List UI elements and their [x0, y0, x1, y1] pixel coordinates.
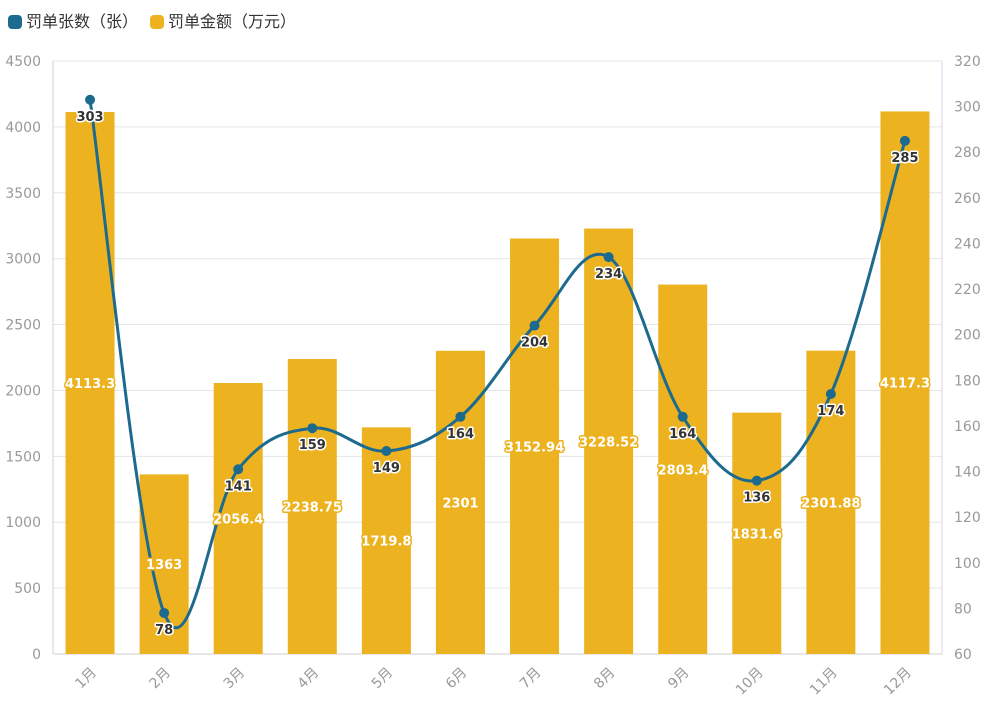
y-left-tick-label: 500	[14, 581, 41, 597]
line-value-label: 164	[669, 427, 696, 442]
line-point	[899, 135, 910, 146]
y-right-tick-label: 300	[954, 100, 981, 116]
bar-value-label: 2238.75	[283, 500, 342, 515]
line-value-label: 174	[817, 404, 844, 419]
y-right-tick-label: 260	[954, 191, 981, 207]
y-right-tick-label: 320	[954, 54, 981, 70]
line-point	[529, 320, 540, 331]
legend-item-amount[interactable]: 罚单金额（万元）	[150, 10, 296, 34]
x-tick-label: 3月	[221, 665, 249, 693]
bar-value-label: 2301	[442, 496, 478, 511]
bar-value-label: 3228.52	[579, 435, 638, 450]
bar-amount	[658, 284, 708, 654]
bar-amount	[732, 412, 782, 654]
y-right-tick-label: 280	[954, 145, 981, 161]
bar-amount	[806, 350, 856, 654]
line-point	[159, 607, 170, 618]
x-tick-label: 5月	[369, 665, 397, 693]
x-tick-label: 4月	[295, 665, 323, 693]
y-left-tick-label: 4000	[5, 120, 41, 136]
bar-value-label: 3152.94	[505, 440, 564, 455]
legend-swatch-count	[8, 15, 22, 29]
y-right-tick-label: 220	[954, 282, 981, 298]
y-left-tick-label: 4500	[5, 54, 41, 70]
x-tick-label: 9月	[665, 665, 693, 693]
y-left-tick-label: 2000	[5, 383, 41, 399]
line-point	[603, 252, 614, 263]
x-tick-label: 2月	[147, 665, 175, 693]
y-right-tick-label: 240	[954, 236, 981, 252]
legend-label-amount: 罚单金额（万元）	[168, 12, 297, 31]
line-count-series	[88, 99, 907, 630]
bar-value-label: 2056.4	[213, 513, 263, 528]
bar-value-label: 1363	[146, 558, 182, 573]
line-value-label: 149	[373, 461, 400, 476]
y-right-tick-label: 160	[954, 419, 981, 435]
legend: 罚单张数（张） 罚单金额（万元）	[8, 10, 296, 34]
bar-amount	[139, 474, 189, 654]
line-value-label: 303	[76, 110, 103, 125]
x-tick-label: 7月	[517, 665, 545, 693]
line-value-label: 159	[299, 438, 326, 453]
line-value-label: 285	[891, 151, 918, 166]
legend-swatch-amount	[150, 15, 165, 29]
y-left-tick-label: 1000	[5, 515, 41, 531]
line-value-label: 204	[521, 336, 548, 351]
y-left-tick-label: 3000	[5, 252, 41, 268]
bar-amount	[361, 427, 411, 654]
y-right-tick-label: 60	[954, 647, 972, 663]
line-point	[825, 388, 836, 399]
line-point	[677, 411, 688, 422]
x-tick-label: 12月	[881, 665, 915, 699]
line-point	[307, 423, 318, 434]
bar-amount	[510, 238, 560, 654]
y-right-tick-label: 180	[954, 373, 981, 389]
y-left-tick-label: 3500	[5, 186, 41, 202]
line-value-label: 164	[447, 427, 474, 442]
line-value-label: 234	[595, 267, 622, 282]
line-value-label: 136	[743, 491, 770, 506]
y-right-tick-label: 80	[954, 601, 972, 617]
x-tick-label: 10月	[733, 665, 767, 699]
bar-amount	[584, 228, 634, 655]
line-point	[85, 94, 96, 105]
bar-value-label: 1831.6	[732, 527, 782, 542]
legend-label-count: 罚单张数（张）	[26, 12, 139, 31]
bar-value-label: 4117.3	[880, 377, 930, 392]
y-right-tick-label: 120	[954, 510, 981, 526]
legend-item-count[interactable]: 罚单张数（张）	[8, 10, 138, 34]
y-right-tick-label: 200	[954, 328, 981, 344]
x-tick-label: 1月	[72, 665, 100, 693]
line-value-label: 141	[225, 479, 252, 494]
bar-value-label: 4113.3	[65, 377, 115, 392]
x-tick-label: 8月	[591, 665, 619, 693]
x-tick-label: 11月	[807, 665, 841, 699]
line-point	[381, 446, 392, 457]
x-tick-label: 6月	[443, 665, 471, 693]
y-right-tick-label: 140	[954, 465, 981, 481]
bar-amount	[65, 111, 115, 654]
y-right-tick-label: 100	[954, 556, 981, 572]
line-point	[751, 475, 762, 486]
line-point	[233, 464, 244, 475]
bar-amount	[213, 383, 263, 654]
bar-amount	[287, 358, 337, 654]
bar-value-label: 1719.8	[361, 535, 411, 550]
y-left-tick-label: 1500	[5, 449, 41, 465]
bar-value-label: 2301.88	[801, 496, 860, 511]
y-left-tick-label: 2500	[5, 318, 41, 334]
line-value-label: 78	[155, 623, 173, 638]
bar-value-label: 2803.4	[658, 463, 708, 478]
y-left-tick-label: 0	[32, 647, 41, 663]
line-point	[455, 411, 466, 422]
